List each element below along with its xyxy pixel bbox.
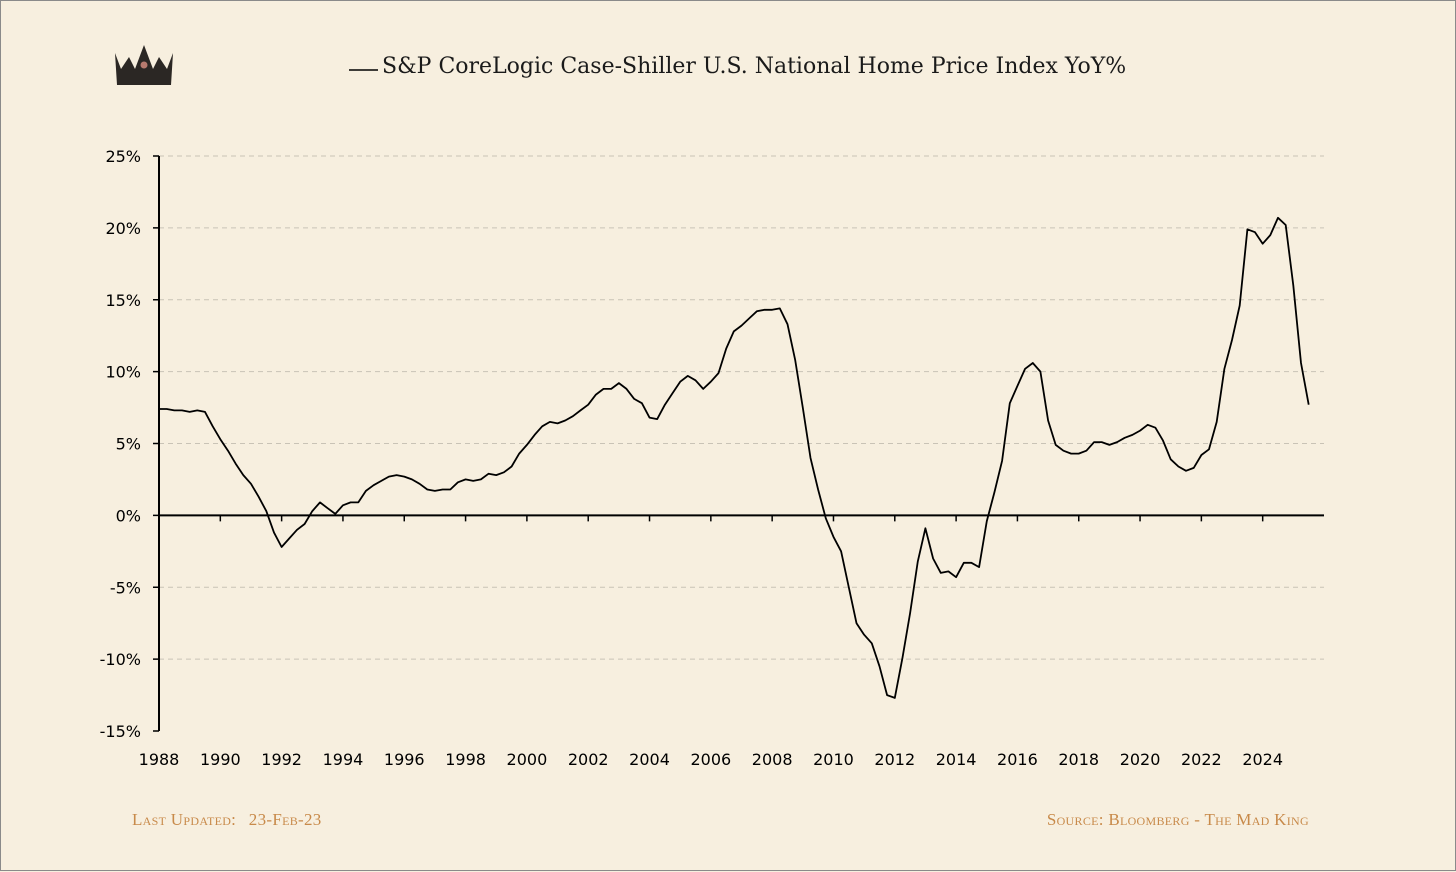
x-tick-label: 2004 (629, 750, 670, 769)
x-tick-label: 2018 (1058, 750, 1099, 769)
y-tick-label: 10% (105, 363, 141, 382)
x-tick-label: 2014 (936, 750, 977, 769)
x-tick-label: 1990 (200, 750, 241, 769)
x-tick-label: 2010 (813, 750, 854, 769)
x-tick-label: 1998 (445, 750, 486, 769)
chart-title-text: S&P CoreLogic Case-Shiller U.S. National… (382, 54, 1126, 79)
x-tick-label: 2008 (752, 750, 793, 769)
x-tick-label: 1988 (139, 750, 180, 769)
grid-layer (159, 155, 1324, 660)
axis-layer (153, 155, 1324, 732)
series-line (159, 216, 1310, 699)
source-note: Source: Bloomberg - The Mad King (1046, 810, 1309, 829)
y-tick-label: -5% (110, 578, 141, 597)
tick-label-layer: 25% 20% 15% 10% 5% 0% -5% -10% -15% 1988 1990 1992 1… (100, 147, 1283, 769)
x-tick-label: 2012 (874, 750, 915, 769)
x-tick-label: 2020 (1120, 750, 1161, 769)
x-tick-label: 2024 (1242, 750, 1283, 769)
x-tick-label: 2002 (568, 750, 609, 769)
x-tick-label: 2016 (997, 750, 1038, 769)
series-layer (159, 216, 1310, 699)
last-updated-label: Last Updated: (132, 810, 237, 829)
x-tick-label: 1994 (323, 750, 364, 769)
x-tick-label: 1996 (384, 750, 425, 769)
y-tick-label: 25% (105, 147, 141, 166)
x-tick-label: 2000 (507, 750, 548, 769)
last-updated: Last Updated: 23-Feb-23 (132, 810, 322, 830)
x-tick-label: 2006 (690, 750, 731, 769)
y-tick-label: 20% (105, 219, 141, 238)
y-tick-label: 15% (105, 291, 141, 310)
crown-icon (115, 45, 173, 85)
x-tick-label: 1992 (261, 750, 302, 769)
last-updated-value: 23-Feb-23 (248, 810, 322, 829)
y-tick-label: -15% (100, 722, 141, 741)
y-tick-label: 5% (116, 435, 141, 454)
y-tick-label: 0% (116, 506, 141, 525)
chart-title: S&P CoreLogic Case-Shiller U.S. National… (349, 54, 1126, 79)
x-tick-label: 2022 (1181, 750, 1222, 769)
y-tick-label: -10% (100, 650, 141, 669)
